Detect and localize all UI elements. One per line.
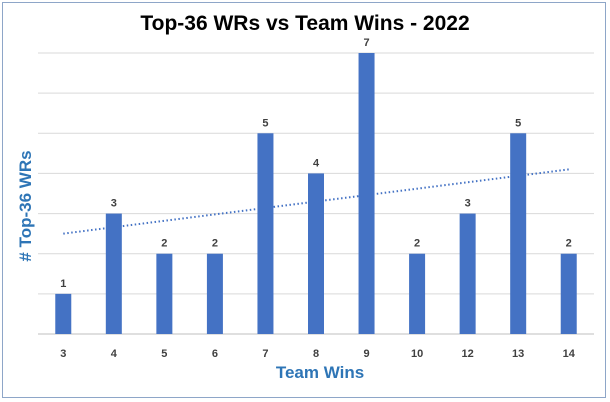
bar-series (55, 53, 577, 334)
bar (459, 213, 476, 334)
data-labels: 1 3 2 2 5 4 7 2 3 5 2 (60, 37, 572, 290)
chart-title: Top-36 WRs vs Team Wins - 2022 (140, 12, 470, 35)
bar (105, 213, 122, 334)
x-tick-label: 4 (111, 348, 118, 360)
bar (510, 133, 527, 334)
data-label: 3 (465, 198, 471, 210)
data-label: 7 (363, 37, 369, 49)
data-label: 2 (566, 238, 572, 250)
x-axis-label: Team Wins (275, 363, 365, 382)
x-tick-label: 6 (212, 348, 218, 360)
bar (156, 253, 173, 334)
x-tick-label: 14 (563, 348, 576, 360)
bar (308, 173, 324, 334)
x-tick-label: 12 (462, 348, 474, 360)
data-label: 1 (60, 278, 66, 290)
bar (560, 253, 577, 334)
bar (358, 53, 375, 334)
data-label: 5 (262, 117, 268, 129)
x-tick-label: 3 (60, 348, 66, 360)
x-tick-label: 9 (363, 348, 369, 360)
x-tick-label: 5 (161, 348, 167, 360)
x-axis-ticks: 3 4 5 6 7 8 9 10 12 13 14 (60, 348, 576, 360)
chart-frame (2, 2, 606, 398)
x-tick-label: 7 (262, 348, 268, 360)
trendline-layer (63, 168, 569, 235)
bar (206, 253, 223, 334)
x-tick-label: 13 (512, 348, 524, 360)
bar (409, 253, 426, 334)
x-tick-label: 10 (411, 348, 423, 360)
trendline (63, 168, 569, 235)
data-label: 2 (414, 238, 420, 250)
bar (257, 133, 274, 334)
data-label: 5 (515, 117, 521, 129)
data-label: 3 (111, 198, 117, 210)
data-label: 2 (212, 238, 218, 250)
data-label: 4 (313, 157, 320, 169)
bar (55, 293, 72, 334)
x-tick-label: 8 (313, 348, 319, 360)
data-label: 2 (161, 238, 167, 250)
